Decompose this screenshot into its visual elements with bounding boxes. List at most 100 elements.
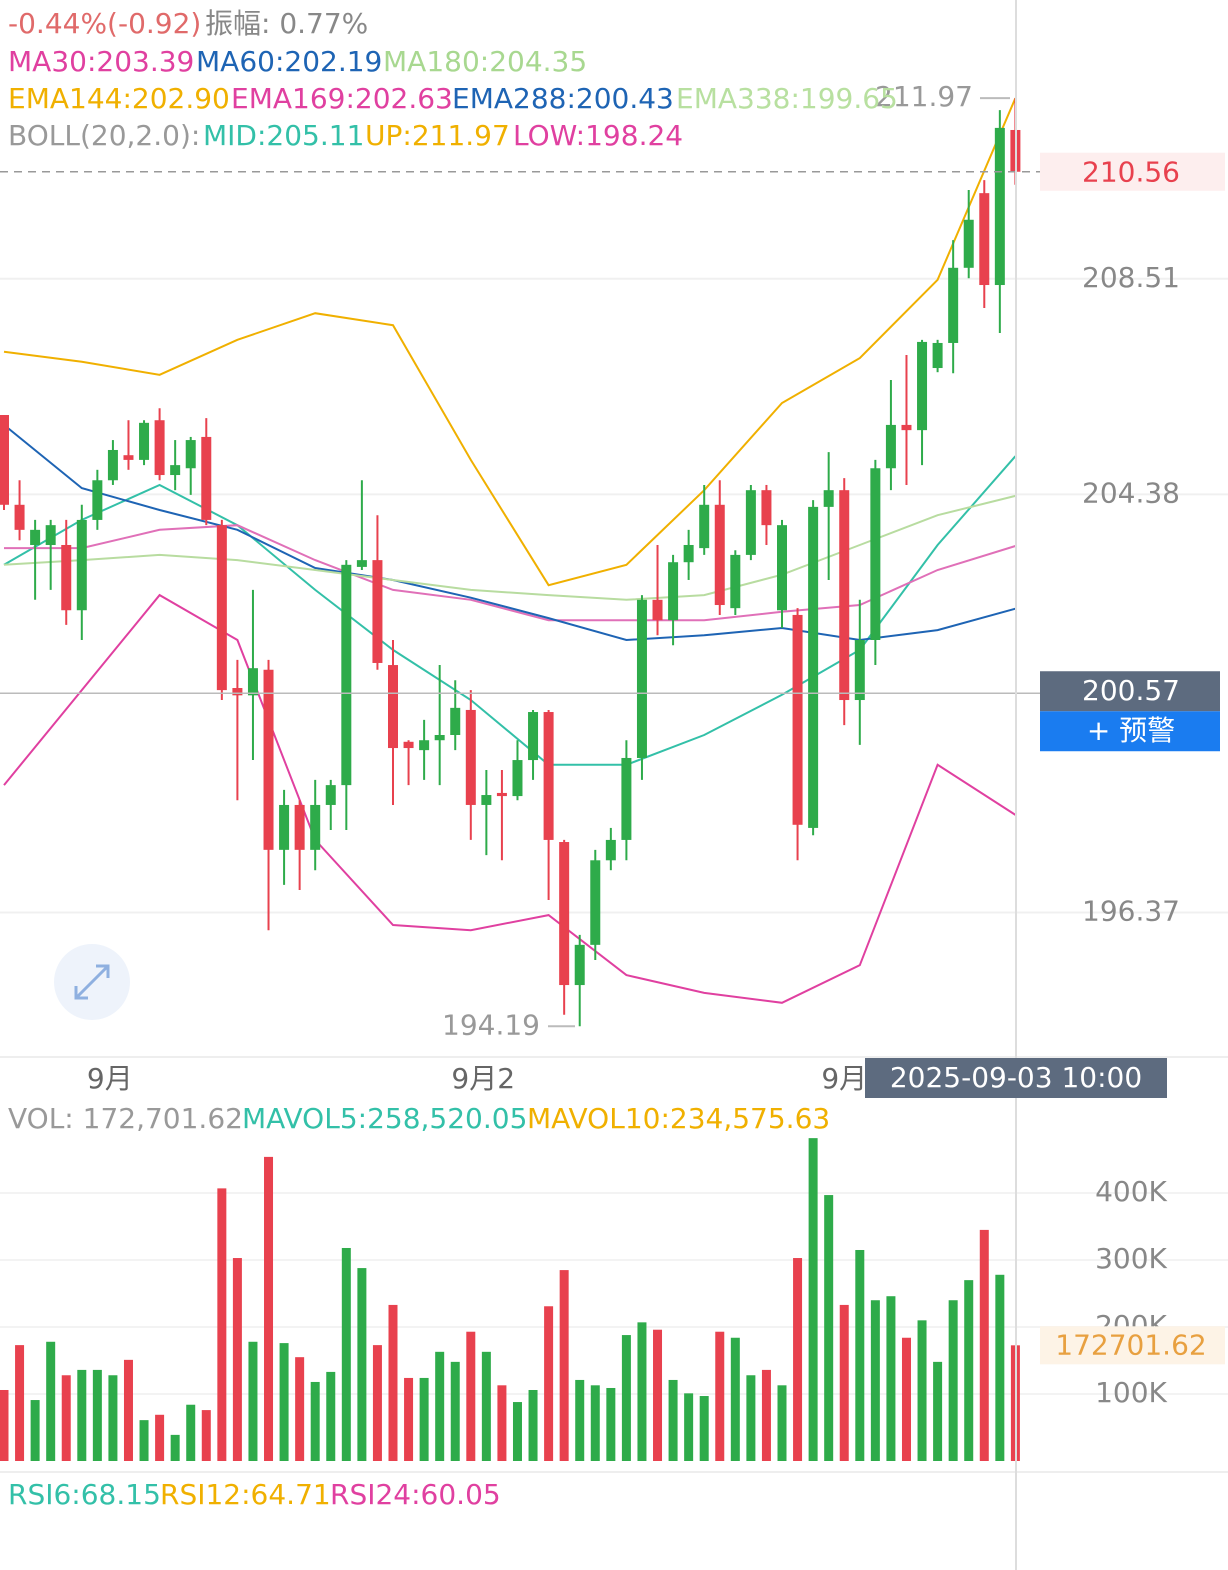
- x-tick-label: 9月: [87, 1062, 133, 1095]
- candle-body: [963, 219, 974, 268]
- alert-button[interactable]: [1040, 711, 1220, 752]
- candle-body: [294, 804, 305, 850]
- y-tick-label: 204.38: [1082, 476, 1180, 509]
- candle-body: [92, 480, 103, 520]
- volume-bar: [481, 1351, 491, 1461]
- candle-body: [30, 529, 41, 545]
- candle-body: [683, 544, 694, 563]
- volume-bar: [419, 1377, 429, 1461]
- candle-body: [745, 490, 756, 555]
- volume-bar: [139, 1420, 149, 1461]
- volume-bar: [653, 1329, 663, 1461]
- volume-bar: [606, 1387, 616, 1461]
- change: -0.44%(-0.92): [8, 7, 201, 40]
- candle-body: [14, 504, 25, 530]
- candle-body: [823, 490, 834, 507]
- volume-bar: [279, 1343, 289, 1461]
- volume-bar: [933, 1361, 943, 1461]
- legend-item: EMA288:200.43: [452, 82, 674, 115]
- candle-body: [559, 842, 570, 986]
- volume-bar: [123, 1359, 133, 1461]
- crosshair-tag-bg: [1040, 671, 1220, 712]
- volume-bar: [46, 1341, 56, 1461]
- volume-bar: [155, 1414, 165, 1461]
- candle-body: [107, 449, 118, 481]
- candle-body: [216, 525, 227, 691]
- volume-bar: [824, 1195, 834, 1461]
- candle-body: [590, 860, 601, 945]
- y-tick-label: 208.51: [1082, 261, 1180, 294]
- legend-item: VOL: 172,701.62: [8, 1102, 243, 1135]
- legend-item: MA180:204.35: [383, 45, 587, 78]
- high-marker: 211.97: [875, 80, 973, 113]
- volume-bar: [559, 1270, 569, 1461]
- candle-body: [372, 560, 383, 663]
- volume-bar: [61, 1375, 71, 1461]
- volume-bar: [232, 1258, 242, 1461]
- legend-item: BOLL(20,2.0):: [8, 119, 200, 152]
- candle-body: [403, 741, 414, 749]
- volume-bar: [372, 1345, 382, 1461]
- volume-bar: [901, 1337, 911, 1461]
- candle-body: [854, 639, 865, 701]
- candle-body: [652, 599, 663, 621]
- volume-tag-bg: [1040, 1326, 1225, 1365]
- alert-label[interactable]: + 预警: [1087, 714, 1175, 747]
- legend-item: LOW:198.24: [513, 119, 683, 152]
- volume-bar: [886, 1296, 896, 1461]
- candle-body: [356, 560, 367, 567]
- y-tick-label: 400K: [1095, 1175, 1167, 1208]
- legend-item: UP:211.97: [365, 119, 510, 152]
- volume-bar: [777, 1385, 787, 1461]
- candle-body: [761, 490, 772, 526]
- candle-body: [45, 525, 56, 545]
- expand-icon[interactable]: [74, 964, 110, 1000]
- candle-body: [279, 804, 290, 850]
- crosshair-price: 200.57: [1082, 674, 1180, 707]
- volume-bar: [528, 1389, 538, 1461]
- time-tag-bg: [865, 1058, 1167, 1098]
- volume-bar: [0, 1389, 9, 1461]
- volume-bar: [995, 1274, 1005, 1461]
- candle-body: [496, 792, 507, 797]
- volume-bar: [310, 1381, 320, 1461]
- volume-bar: [761, 1369, 771, 1461]
- candle-body: [263, 669, 274, 850]
- price-tag: 210.56: [1082, 156, 1180, 189]
- volume-bar: [855, 1249, 865, 1461]
- volume-bar: [170, 1434, 180, 1461]
- y-tick-label: 100K: [1095, 1376, 1167, 1409]
- indicator-line: [3, 593, 1016, 1004]
- legend-item: MA30:203.39: [8, 45, 194, 78]
- legend-item: MA60:202.19: [196, 45, 382, 78]
- x-tick-label: 9月2: [451, 1062, 515, 1095]
- volume-bar: [264, 1156, 274, 1461]
- volume-bar: [108, 1375, 118, 1461]
- volume-bar: [295, 1357, 305, 1461]
- volume-bar: [730, 1337, 740, 1461]
- legend-item: RSI12:64.71: [160, 1478, 331, 1511]
- expand-button[interactable]: [54, 944, 130, 1020]
- volume-bar: [839, 1304, 849, 1461]
- volume-bar: [497, 1385, 507, 1461]
- legend-item: EMA338:199.65: [676, 82, 898, 115]
- volume-bar: [917, 1320, 927, 1461]
- candle-body: [668, 562, 679, 621]
- volume-bar: [404, 1377, 414, 1461]
- time-tag: 2025-09-03 10:00: [890, 1061, 1142, 1094]
- candle-body: [699, 504, 710, 549]
- volume-bar: [746, 1375, 756, 1461]
- legend-item: MAVOL5:258,520.05: [242, 1102, 527, 1135]
- candle-body: [481, 795, 492, 805]
- volume-bar: [388, 1304, 398, 1461]
- candle-body: [139, 422, 150, 460]
- volume-bar: [512, 1402, 522, 1461]
- volume-bar: [15, 1345, 25, 1461]
- candle-body: [76, 519, 87, 611]
- volume-bar: [621, 1335, 631, 1461]
- candle-body: [434, 735, 445, 741]
- volume-bar: [544, 1306, 554, 1461]
- candle-body: [994, 127, 1005, 286]
- volume-bar: [964, 1280, 974, 1461]
